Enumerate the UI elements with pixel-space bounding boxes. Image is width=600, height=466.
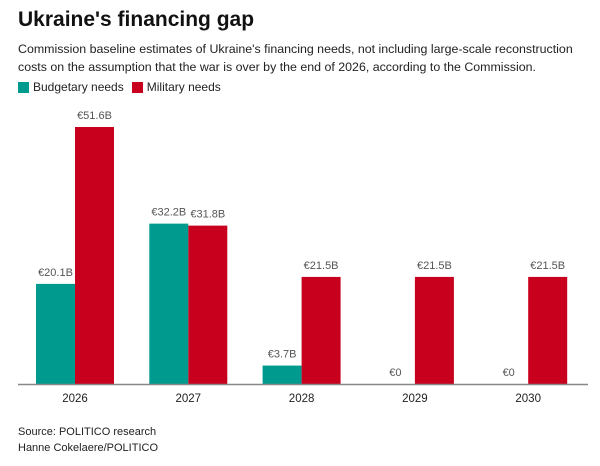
data-label-military-2030: €21.5B (530, 260, 565, 272)
source-note: Source: POLITICO research (18, 426, 157, 438)
bar-budgetary-2027 (149, 223, 189, 384)
bar-military-2027 (188, 225, 228, 384)
data-label-budgetary-2029: €0 (389, 367, 401, 379)
data-label-budgetary-2027: €32.2B (151, 207, 186, 219)
data-label-military-2028: €21.5B (304, 260, 339, 272)
bar-military-2026 (75, 127, 114, 384)
bar-budgetary-2028 (262, 365, 302, 384)
legend-label-budgetary: Budgetary needs (33, 80, 124, 94)
credit-note: Hanne Cokelaere/POLITICO (18, 442, 159, 454)
bar-military-2028 (301, 276, 341, 384)
legend-label-military: Military needs (146, 80, 221, 94)
bar-military-2030 (528, 276, 568, 384)
data-label-military-2026: €51.6B (77, 110, 112, 122)
chart-title: Ukraine's financing gap (18, 8, 255, 31)
legend: Budgetary needs Military needs (18, 80, 229, 94)
bar-military-2029 (414, 276, 454, 384)
bar-budgetary-2026 (36, 283, 75, 384)
x-tick-label-2029: 2029 (402, 393, 428, 405)
data-label-military-2027: €31.8B (190, 209, 225, 221)
data-label-budgetary-2026: €20.1B (38, 267, 73, 279)
data-label-budgetary-2030: €0 (503, 367, 515, 379)
data-label-military-2029: €21.5B (417, 260, 452, 272)
legend-swatch-budgetary (18, 81, 29, 93)
x-tick-label-2026: 2026 (62, 393, 88, 405)
x-tick-label-2030: 2030 (515, 393, 541, 405)
x-tick-label-2027: 2027 (176, 393, 202, 405)
x-tick-label-2028: 2028 (289, 393, 315, 405)
chart-subtitle: Commission baseline estimates of Ukraine… (18, 42, 573, 74)
legend-swatch-military (131, 81, 143, 93)
data-label-budgetary-2028: €3.7B (268, 349, 297, 361)
